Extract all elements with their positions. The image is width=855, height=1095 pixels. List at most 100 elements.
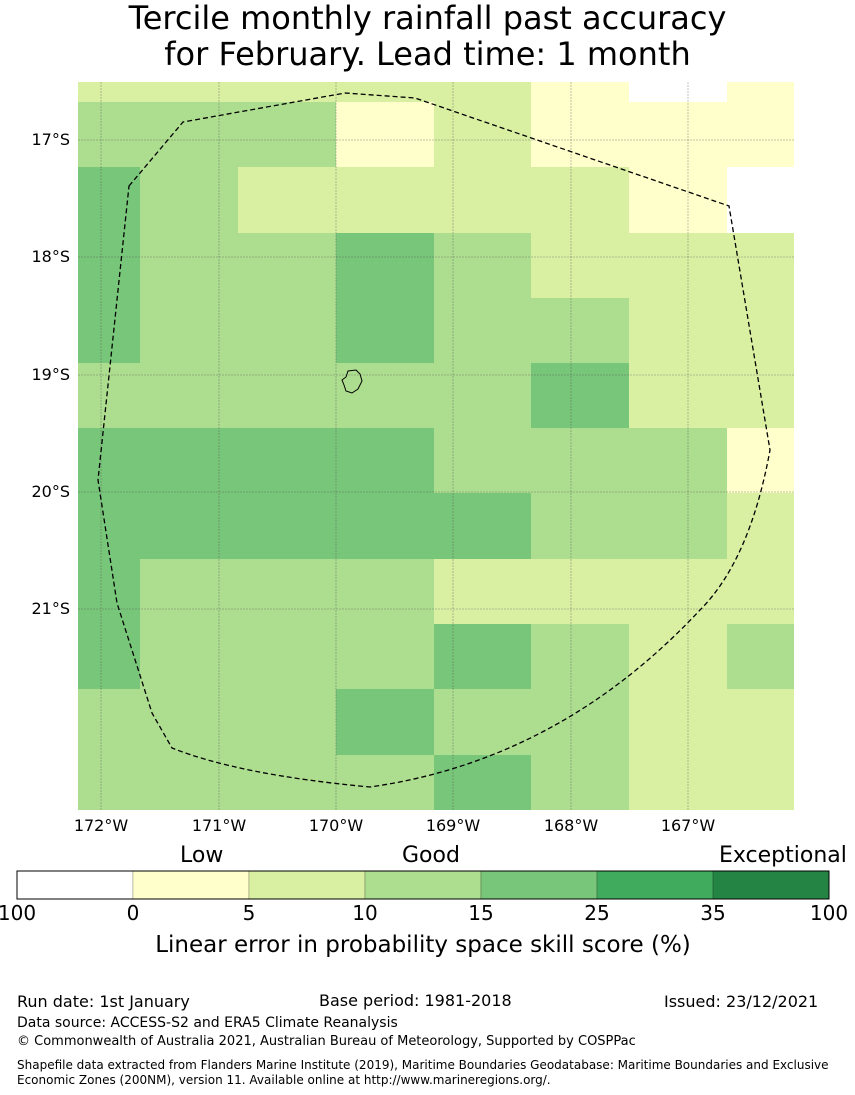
grid-cell [629,363,727,428]
grid-cell [78,493,140,559]
grid-cell [140,363,238,428]
eez-boundary [97,92,771,788]
colorbar-tick: 100 [809,901,849,925]
grid-cell [629,82,727,102]
colorbar-tick: 35 [700,901,726,925]
grid-cell [727,428,794,493]
grid-cell [531,233,629,298]
legend-good: Good [402,843,460,868]
colorbar-tick: 100 [0,901,37,925]
grid-cell [629,559,727,624]
legend-exceptional: Exceptional [719,843,847,868]
title-line-2: for February. Lead time: 1 month [164,35,691,73]
grid-cell [531,428,629,493]
grid-cell [140,82,238,102]
grid-cell [434,428,531,493]
colorbar-segment [16,870,134,900]
grid-cell [727,559,794,624]
grid-cell [629,298,727,363]
grid-cell [629,233,727,298]
grid-cell [434,624,531,689]
grid-cell [78,298,140,363]
grid-cell [531,102,629,167]
grid-cell [727,689,794,755]
grid-cell [78,689,140,755]
x-tick: 170°W [308,816,364,835]
x-tick: 168°W [543,816,599,835]
x-tick: 171°W [191,816,247,835]
x-tick: 169°W [425,816,481,835]
grid-cell [78,82,140,102]
grid-cell [531,689,629,755]
grid-cell [629,102,727,167]
grid-cell [531,624,629,689]
grid-cell [434,167,531,233]
grid-cell [78,428,140,493]
grid-cell [629,624,727,689]
issued-date: Issued: 23/12/2021 [664,992,819,1011]
base-period: Base period: 1981-2018 [319,991,512,1010]
grid-cell [531,167,629,233]
grid-cell [434,82,531,102]
grid-cell [531,755,629,810]
grid-cell [727,624,794,689]
title-line-1: Tercile monthly rainfall past accuracy [128,0,727,37]
grid-cell [140,298,238,363]
grid-cell [434,559,531,624]
grid-cell [336,102,434,167]
colorbar-label: Linear error in probability space skill … [155,932,691,958]
grid-cell [336,428,434,493]
grid-cell [140,167,238,233]
grid-cell [140,624,238,689]
grid-cell [336,559,434,624]
grid-cell [336,689,434,755]
y-tick: 19°S [31,365,70,384]
grid-cell [336,363,434,428]
grid-cell [727,102,794,167]
grid-cell [140,559,238,624]
grid-cell [78,363,140,428]
x-tick: 167°W [660,816,716,835]
grid-cell [238,233,336,298]
data-source: Data source: ACCESS-S2 and ERA5 Climate … [17,1015,398,1031]
colorbar-segment [596,870,714,900]
grid-cell [629,167,727,233]
grid-cell [727,755,794,810]
grid-cell [238,167,336,233]
grid-cell [140,755,238,810]
grid-cell [531,363,629,428]
shapefile-credit: Shapefile data extracted from Flanders M… [17,1058,829,1087]
grid-cell [336,298,434,363]
colorbar-tick: 25 [584,901,610,925]
colorbar [16,870,830,900]
grid-cell [531,82,629,102]
grid-cell [238,493,336,559]
grid-cell [531,559,629,624]
grid-cell [434,363,531,428]
grid-cell [78,233,140,298]
grid-cell [238,624,336,689]
grid-cell [629,755,727,810]
grid-cell [629,428,727,493]
copyright: © Commonwealth of Australia 2021, Austra… [17,1034,636,1049]
y-tick: 20°S [31,482,70,501]
colorbar-segment [712,870,830,900]
colorbar-tick: 5 [242,901,256,925]
grid-cell [727,167,794,233]
colorbar-segment [480,870,598,900]
grid-cell [629,493,727,559]
legend-low: Low [180,843,224,868]
grid-cell [78,624,140,689]
grid-cell [336,493,434,559]
graticule [78,82,794,810]
grid-cell [238,755,336,810]
grid-cell [238,82,336,102]
grid-cell [434,102,531,167]
grid-cell [140,428,238,493]
grid-cell [336,167,434,233]
colorbar-segment [364,870,482,900]
grid-cell [434,689,531,755]
grid-cell [238,689,336,755]
grid-cell [238,559,336,624]
